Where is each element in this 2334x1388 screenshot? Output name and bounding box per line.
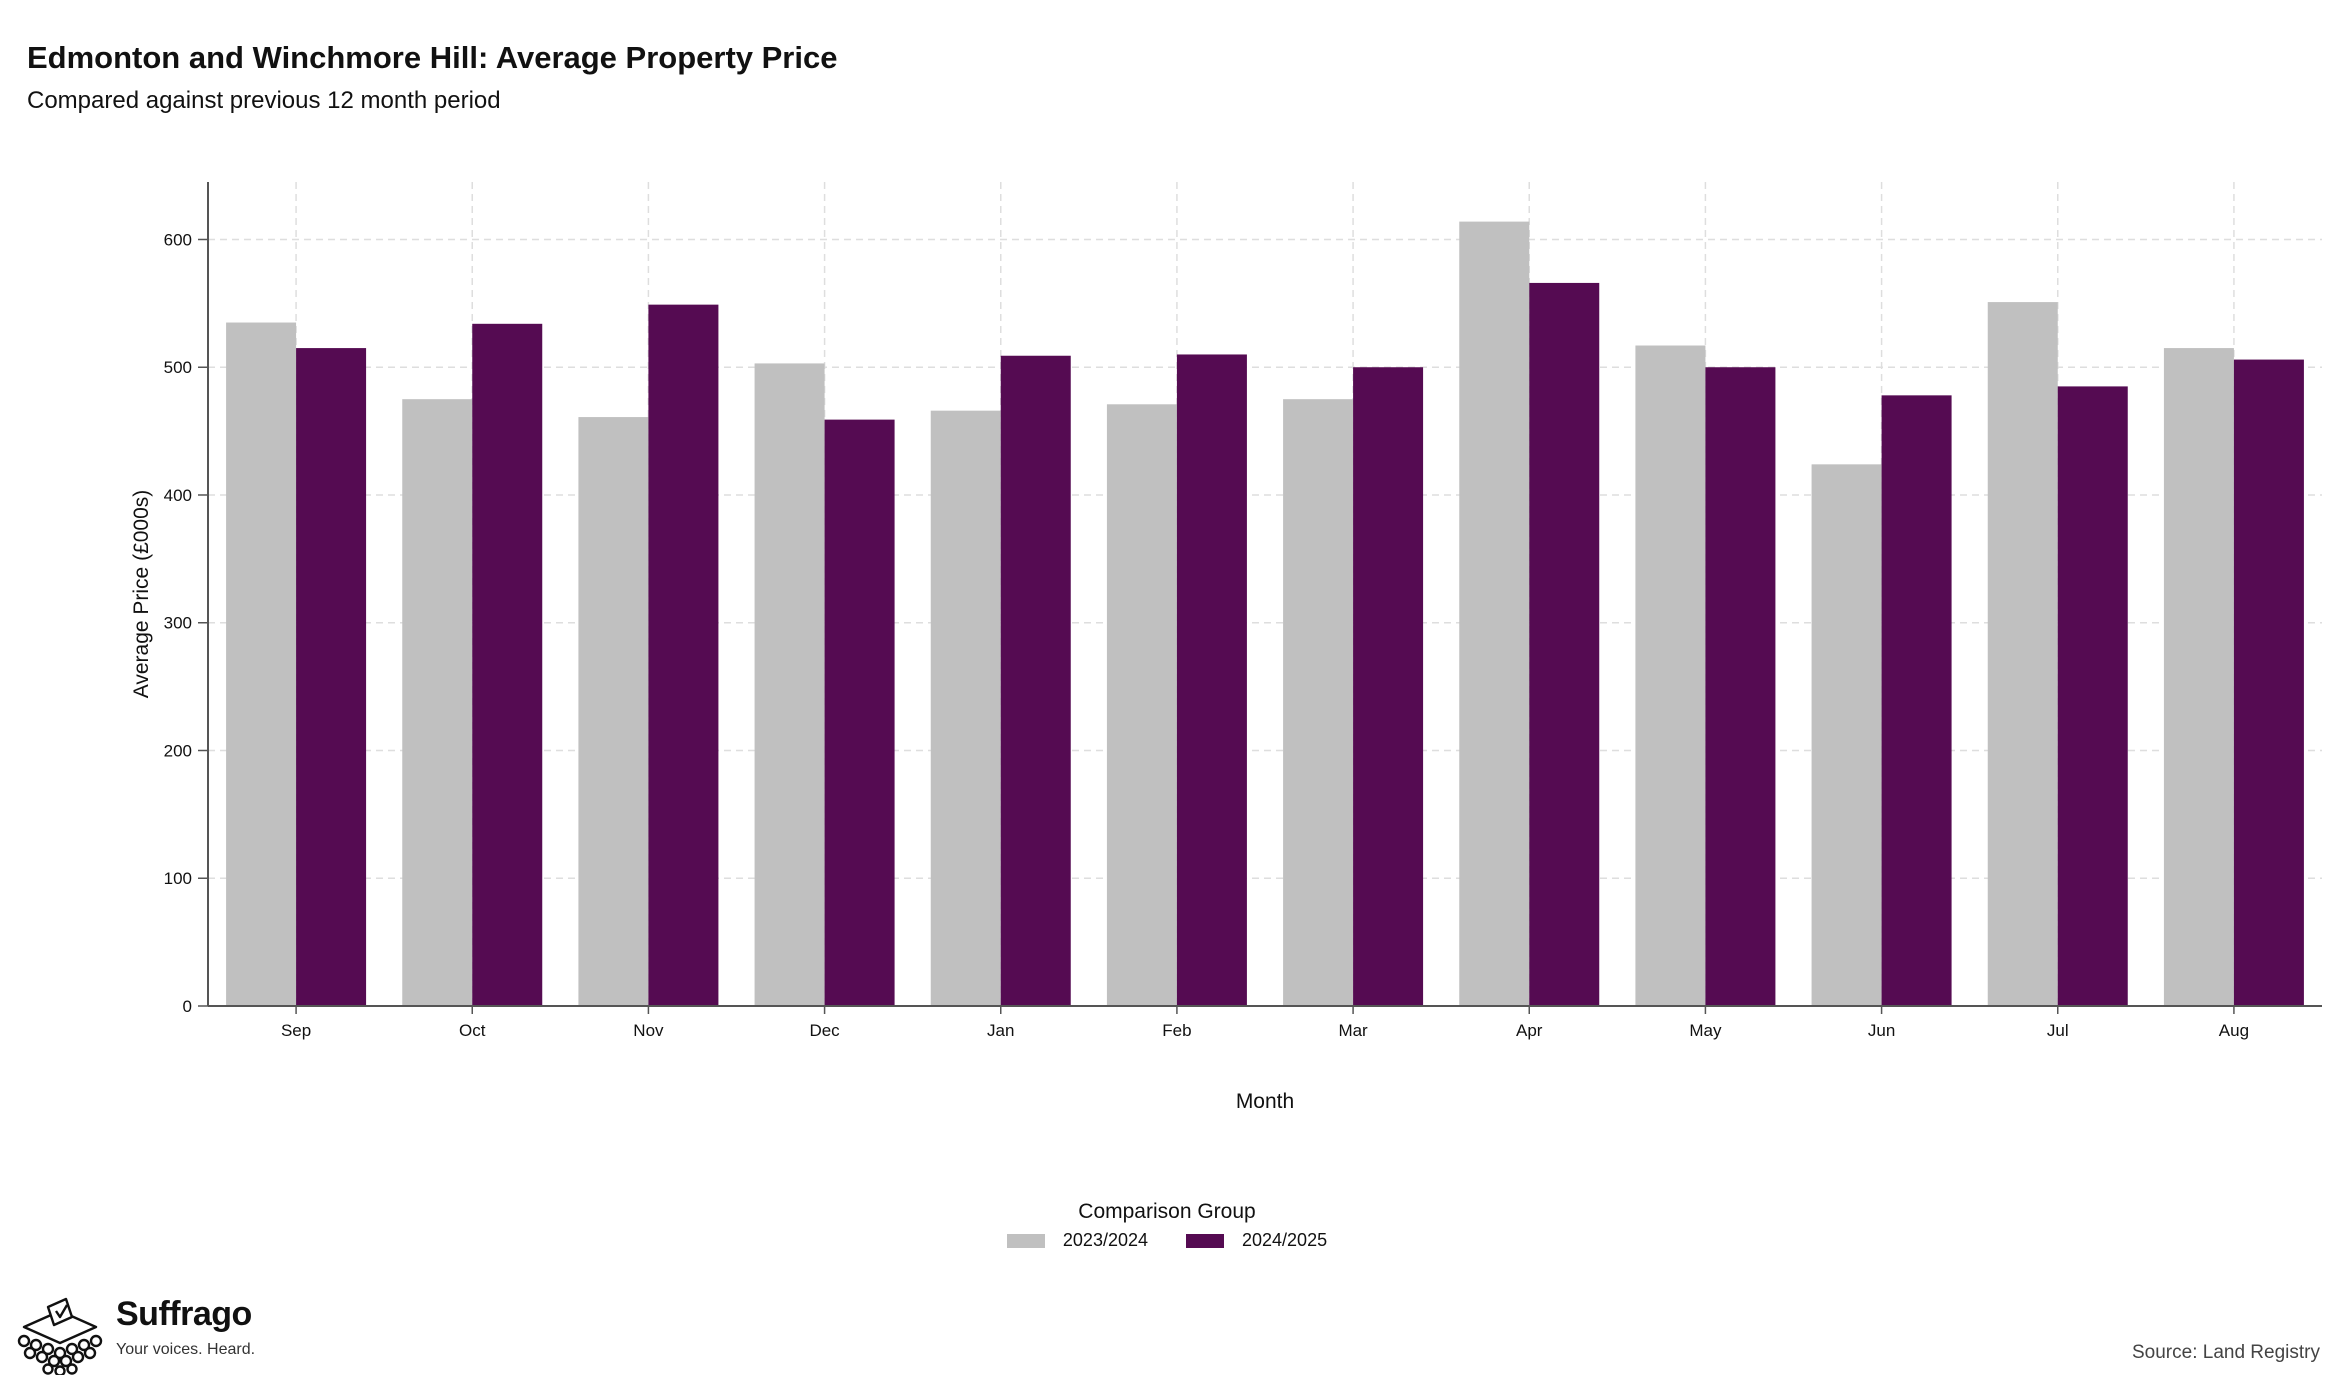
y-tick-label: 300 [164, 614, 192, 633]
legend: Comparison Group 2023/2024 2024/2025 [0, 1200, 2334, 1251]
x-tick-label: Aug [2219, 1021, 2249, 1040]
bar-2023-2024-oct [402, 399, 473, 1006]
y-tick-label: 400 [164, 486, 192, 505]
y-tick-label: 200 [164, 741, 192, 760]
bar-2024-2025-mar [1353, 367, 1424, 1006]
source-note: Source: Land Registry [2132, 1342, 2320, 1363]
bar-2024-2025-may [1705, 367, 1776, 1006]
legend-label-2024-2025: 2024/2025 [1242, 1230, 1328, 1250]
suffrago-logo: Suffrago Your voices. Heard. [14, 1295, 255, 1375]
bar-2024-2025-feb [1176, 354, 1247, 1007]
x-tick-label: Dec [809, 1021, 840, 1040]
brand-name: Suffrago [116, 1295, 252, 1333]
x-tick-label: Jan [987, 1021, 1014, 1040]
x-tick-label: Nov [633, 1021, 664, 1040]
chart-title: Edmonton and Winchmore Hill: Average Pro… [27, 40, 838, 75]
x-tick-label: Oct [459, 1021, 486, 1040]
y-tick-label: 500 [164, 358, 192, 377]
bar-2023-2024-feb [1106, 404, 1177, 1007]
bar-2024-2025-aug [2233, 359, 2304, 1006]
bar-2024-2025-nov [648, 304, 719, 1006]
bar-2023-2024-jun [1811, 464, 1882, 1006]
y-tick-label: 600 [164, 230, 192, 249]
y-tick-label: 0 [183, 997, 192, 1016]
x-tick-label: Apr [1516, 1021, 1543, 1040]
bar-2023-2024-jul [1987, 302, 2058, 1007]
bar-2023-2024-mar [1283, 399, 1354, 1006]
bar-2024-2025-apr [1529, 282, 1600, 1006]
ballot-box-icon [17, 1297, 103, 1375]
legend-title: Comparison Group [1078, 1200, 1256, 1223]
bar-2024-2025-jan [1000, 355, 1071, 1006]
bars [226, 221, 2304, 1007]
bar-2024-2025-dec [824, 419, 895, 1006]
x-tick-label: Sep [281, 1021, 311, 1040]
bar-2023-2024-dec [754, 363, 825, 1007]
x-tick-label: Feb [1162, 1021, 1191, 1040]
chart-subtitle: Compared against previous 12 month perio… [27, 87, 501, 114]
brand-tagline: Your voices. Heard. [116, 1341, 256, 1358]
bar-2023-2024-may [1635, 345, 1706, 1007]
bar-2023-2024-apr [1459, 221, 1530, 1007]
bar-2023-2024-jan [930, 410, 1001, 1006]
legend-swatch-2024-2025 [1186, 1233, 1224, 1248]
legend-items: 2023/2024 2024/2025 [0, 1230, 2334, 1251]
bar-2024-2025-oct [472, 323, 543, 1006]
bar-2023-2024-sep [226, 322, 297, 1007]
y-axis-title: Average Price (£000s) [130, 490, 153, 699]
y-tick-label: 100 [164, 869, 192, 888]
bar-2023-2024-aug [2163, 348, 2234, 1006]
bar-2024-2025-jun [1881, 395, 1952, 1007]
x-tick-label: Jun [1868, 1021, 1895, 1040]
bar-2024-2025-jul [2057, 386, 2128, 1007]
legend-label-2023-2024: 2023/2024 [1062, 1230, 1148, 1250]
axes: 0 100 200 300 400 500 600 Sep Oct Nov Dec Jan Feb Mar… [164, 182, 2322, 1040]
x-tick-label: Jul [2047, 1021, 2069, 1040]
x-tick-label: May [1689, 1021, 1722, 1040]
x-tick-label: Mar [1338, 1021, 1368, 1040]
bar-2023-2024-nov [578, 417, 649, 1006]
bar-chart: 0 100 200 300 400 500 600 Sep Oct Nov Dec Jan Feb Mar… [130, 182, 2322, 1113]
legend-item-2024-2025: 2024/2025 [1186, 1230, 1327, 1251]
x-axis-title: Month [1236, 1090, 1294, 1113]
bar-2024-2025-sep [296, 348, 367, 1006]
legend-item-2023-2024: 2023/2024 [1006, 1230, 1148, 1251]
legend-swatch-2023-2024 [1006, 1233, 1045, 1248]
